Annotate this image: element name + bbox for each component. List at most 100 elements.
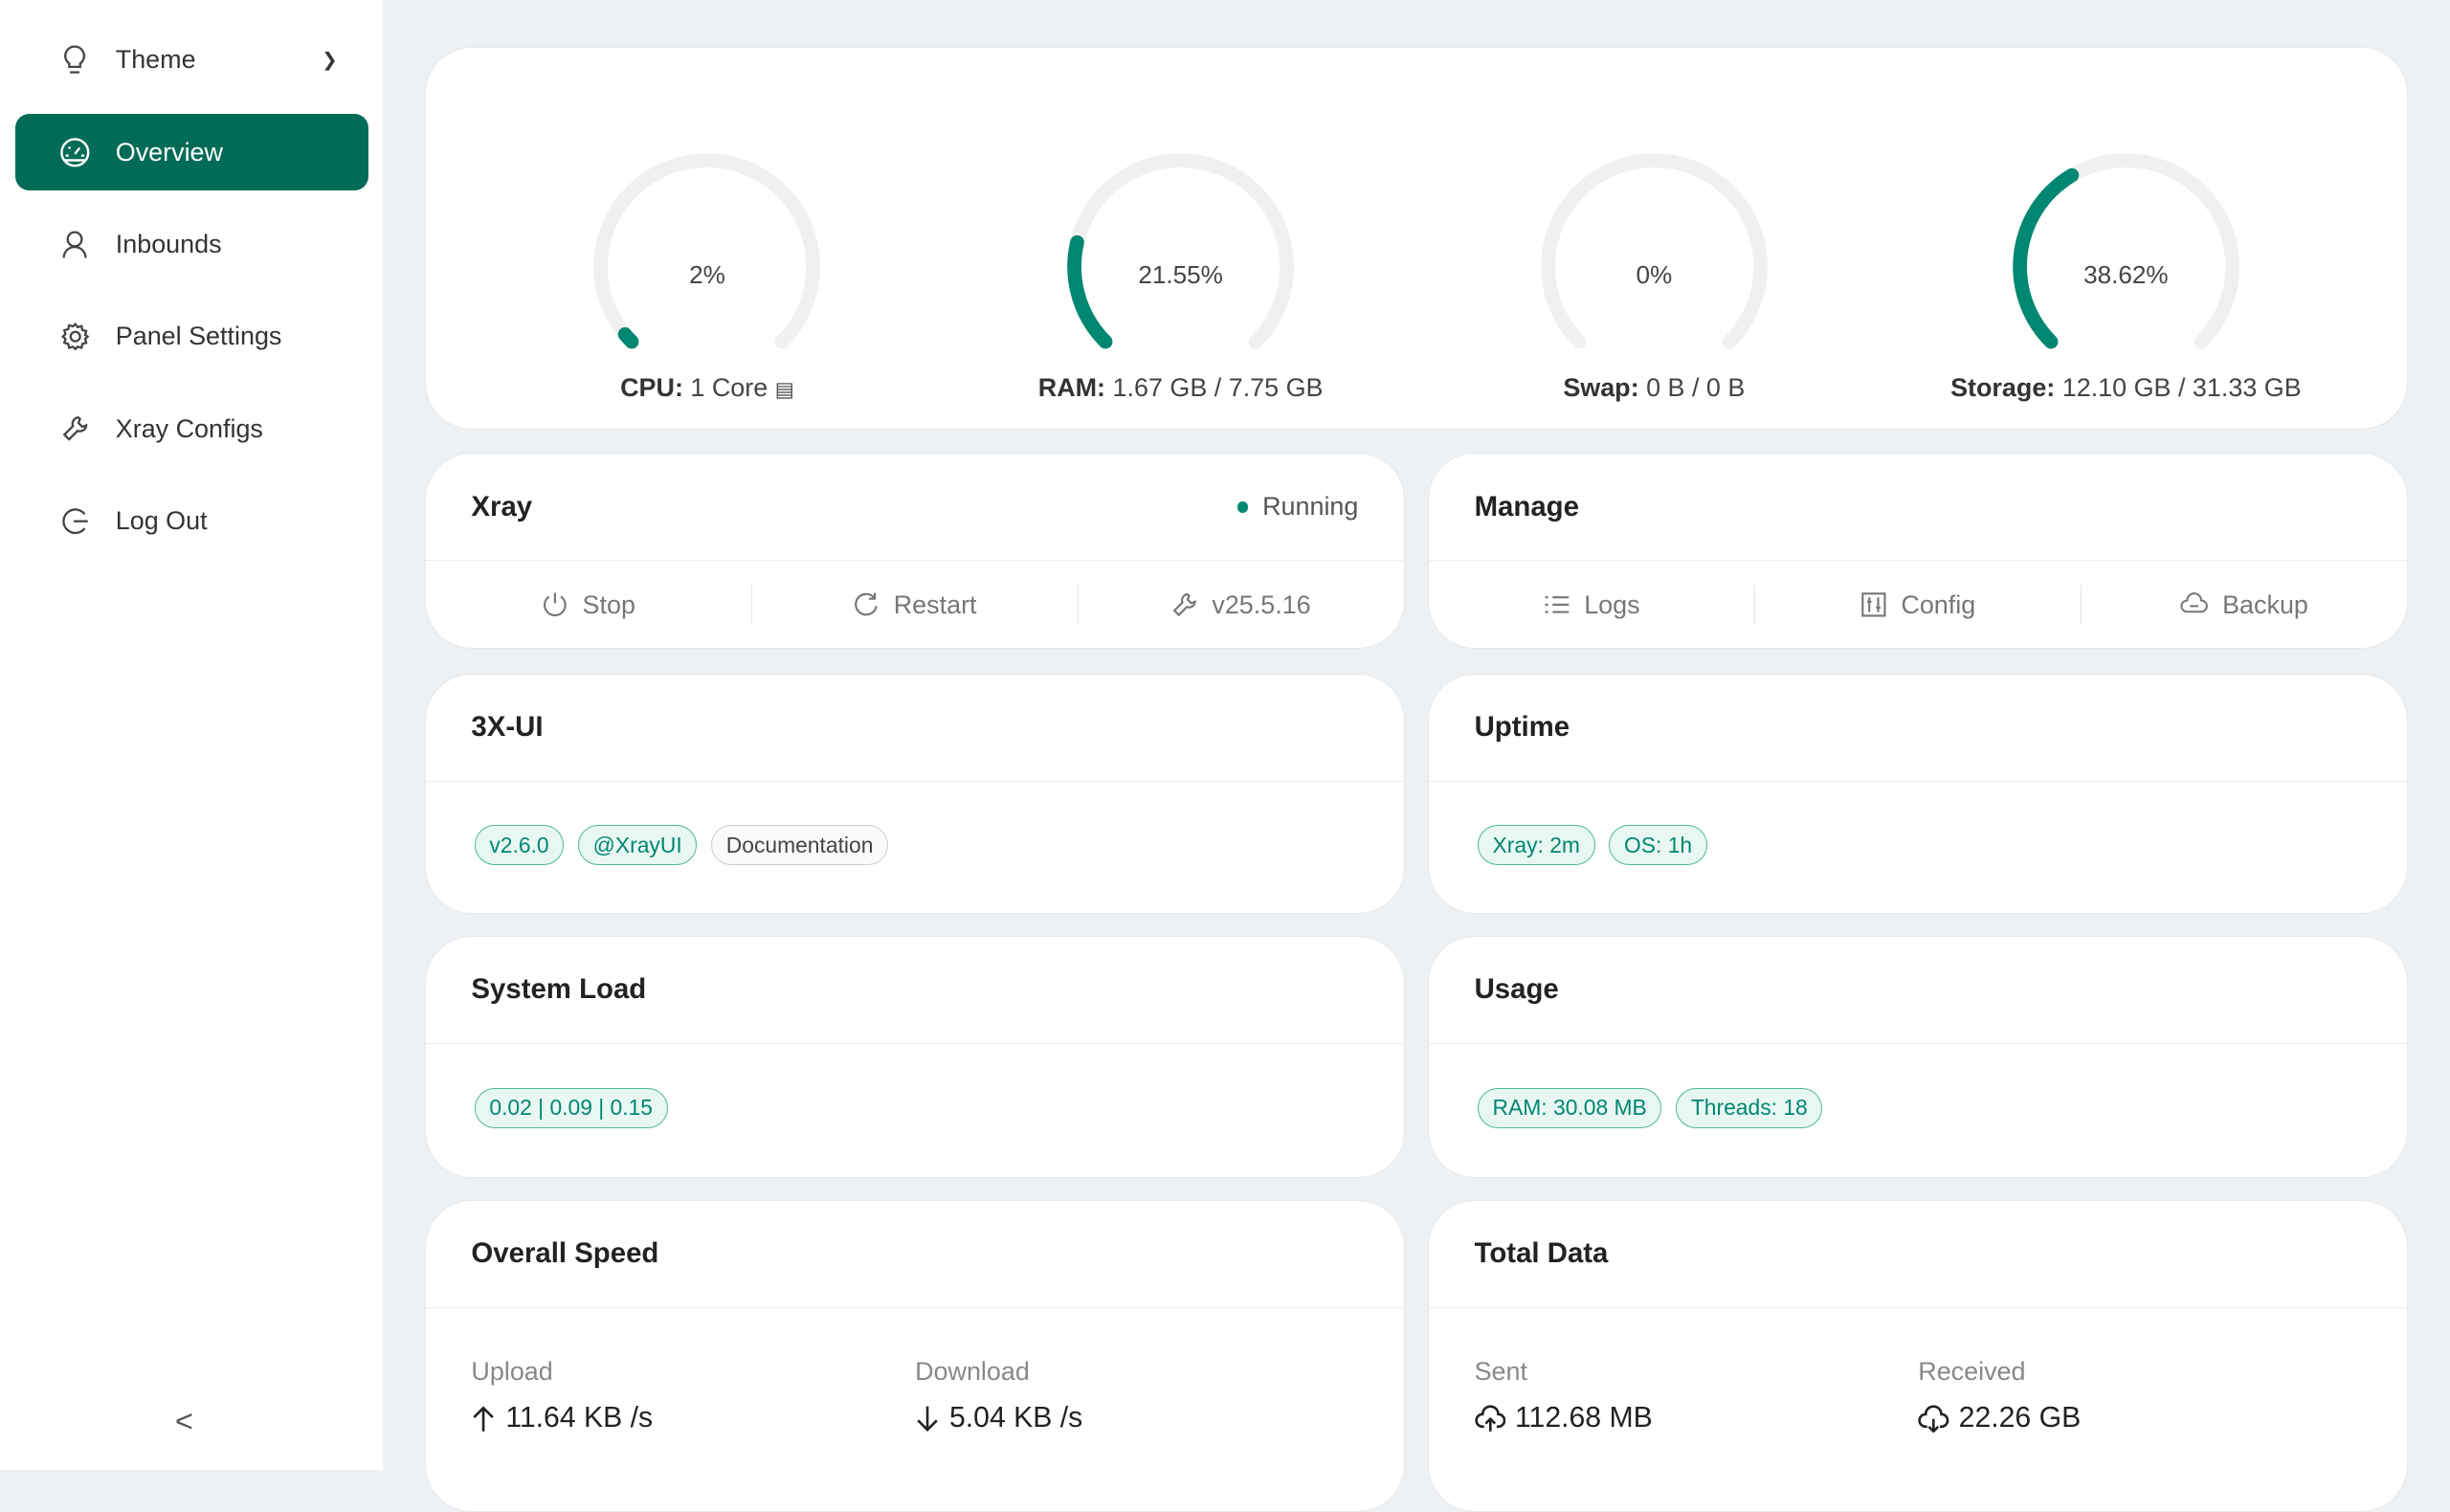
gauge-value: 2% bbox=[689, 260, 725, 289]
ram-usage-tag: RAM: 30.08 MB bbox=[1477, 1087, 1662, 1128]
download-value: 5.04 KB /s bbox=[948, 1402, 1083, 1434]
gauge-detail: 1 Core bbox=[690, 372, 768, 402]
sidebar-item-label: Overview bbox=[115, 137, 223, 167]
card-title: Usage bbox=[1474, 973, 1559, 1006]
panel-info-card: 3X-UI v2.6.0 @XrayUI Documentation bbox=[425, 673, 1405, 915]
gauge-track bbox=[593, 153, 821, 361]
gauge-label: Swap: 0 B / 0 B bbox=[1466, 373, 1841, 403]
gauge-detail: 12.10 GB / 31.33 GB bbox=[2061, 372, 2302, 402]
chevron-down-icon: ❯ bbox=[322, 49, 338, 71]
gauge-ring bbox=[593, 153, 821, 361]
gauge-label: Storage: 12.10 GB / 31.33 GB bbox=[1938, 373, 2313, 403]
gauge-label: RAM: 1.67 GB / 7.75 GB bbox=[993, 373, 1369, 403]
arrow-up-icon bbox=[473, 1406, 495, 1432]
xray-card: Xray Running Stop Restart v25.5.16 bbox=[425, 453, 1405, 649]
dashboard-icon bbox=[59, 137, 91, 168]
sent-value: 112.68 MB bbox=[1515, 1402, 1653, 1434]
cloud-upload-icon bbox=[1474, 1405, 1505, 1432]
stop-button[interactable]: Stop bbox=[426, 584, 752, 626]
gauge-ring bbox=[2013, 153, 2239, 361]
usage-card: Usage RAM: 30.08 MB Threads: 18 bbox=[1428, 935, 2408, 1178]
card-title: Overall Speed bbox=[471, 1237, 659, 1270]
total-data-card: Total Data Sent 112.68 MB Received 22.26… bbox=[1428, 1199, 2408, 1512]
sidebar-item-panel-settings[interactable]: Panel Settings bbox=[15, 299, 368, 375]
gauge-label-key: RAM: bbox=[1037, 372, 1106, 402]
sidebar-item-label: Panel Settings bbox=[115, 322, 282, 351]
gauge: 2% CPU: 1 Core ▤ bbox=[520, 142, 895, 403]
backup-label: Backup bbox=[2222, 589, 2308, 619]
card-title: Total Data bbox=[1474, 1237, 1609, 1270]
sidebar-item-label: Xray Configs bbox=[115, 413, 263, 443]
card-title: Uptime bbox=[1474, 711, 1570, 744]
version-tag[interactable]: v2.6.0 bbox=[474, 825, 565, 866]
gauge-fill bbox=[2013, 153, 2239, 361]
sidebar-item-label: Inbounds bbox=[115, 229, 222, 258]
gauge-fill bbox=[1067, 153, 1294, 361]
gauge-label: CPU: 1 Core ▤ bbox=[520, 373, 895, 403]
upload-value: 11.64 KB /s bbox=[505, 1402, 654, 1434]
tool-icon bbox=[59, 413, 91, 445]
list-icon bbox=[1545, 596, 1569, 613]
os-uptime-tag: OS: 1h bbox=[1609, 825, 1707, 866]
gauge-ring bbox=[1067, 153, 1294, 361]
load-tag: 0.02 | 0.09 | 0.15 bbox=[474, 1087, 668, 1128]
xray-uptime-tag: Xray: 2m bbox=[1477, 825, 1595, 866]
sidebar-item-xray-configs[interactable]: Xray Configs bbox=[15, 390, 368, 467]
user-icon bbox=[59, 229, 91, 260]
sidebar-item-label: Log Out bbox=[115, 505, 208, 535]
gauge-ring bbox=[1540, 153, 1768, 361]
sent-label: Sent bbox=[1474, 1357, 1527, 1387]
upload-label: Upload bbox=[471, 1357, 553, 1387]
xray-version-button[interactable]: v25.5.16 bbox=[1079, 585, 1404, 625]
telegram-tag[interactable]: @XrayUI bbox=[577, 825, 698, 866]
config-label: Config bbox=[1901, 589, 1976, 619]
restart-button[interactable]: Restart bbox=[752, 584, 1079, 626]
gauge-value: 0% bbox=[1636, 260, 1673, 289]
reload-icon bbox=[855, 592, 879, 616]
power-icon bbox=[544, 592, 567, 617]
collapse-sidebar-button[interactable]: < bbox=[174, 1403, 193, 1439]
logs-button[interactable]: Logs bbox=[1429, 584, 1756, 626]
gauge-detail: 0 B / 0 B bbox=[1646, 372, 1746, 402]
sidebar-item-label: Theme bbox=[115, 45, 196, 75]
card-title: System Load bbox=[471, 973, 647, 1006]
gauge-detail: 1.67 GB / 7.75 GB bbox=[1112, 372, 1324, 402]
logout-icon bbox=[59, 505, 91, 537]
gauge-label-key: CPU: bbox=[620, 372, 683, 402]
status-badge: Running bbox=[1236, 492, 1358, 522]
gauge-label-key: Storage: bbox=[1950, 372, 2056, 402]
sidebar: Theme ❯ Overview Inbounds Panel Settings… bbox=[0, 0, 383, 1471]
threads-tag: Threads: 18 bbox=[1676, 1087, 1823, 1128]
documentation-tag[interactable]: Documentation bbox=[711, 825, 889, 866]
logs-label: Logs bbox=[1584, 589, 1640, 619]
gear-icon bbox=[59, 322, 91, 353]
system-load-card: System Load 0.02 | 0.09 | 0.15 bbox=[425, 935, 1405, 1178]
gauge: 0% Swap: 0 B / 0 B bbox=[1466, 142, 1841, 403]
backup-button[interactable]: Backup bbox=[2082, 585, 2407, 625]
system-gauges-card: 2% CPU: 1 Core ▤ 21.55% RAM: 1.67 GB / 7… bbox=[425, 46, 2408, 430]
bulb-icon bbox=[59, 45, 91, 77]
gauge-track bbox=[1540, 153, 1768, 361]
card-title: Manage bbox=[1474, 490, 1579, 523]
config-button[interactable]: Config bbox=[1755, 584, 2082, 626]
gauge: 21.55% RAM: 1.67 GB / 7.75 GB bbox=[993, 142, 1369, 403]
cloud-download-icon bbox=[1918, 1405, 1949, 1434]
gauge-label-key: Swap: bbox=[1563, 372, 1639, 402]
gauge-value: 38.62% bbox=[2083, 260, 2169, 289]
sidebar-item-log-out[interactable]: Log Out bbox=[15, 482, 368, 559]
arrow-down-icon bbox=[917, 1406, 938, 1432]
download-label: Download bbox=[915, 1357, 1030, 1387]
overall-speed-card: Overall Speed Upload 11.64 KB /s Downloa… bbox=[425, 1199, 1405, 1512]
control-icon bbox=[1861, 592, 1886, 617]
version-label: v25.5.16 bbox=[1212, 589, 1311, 619]
cloud-icon bbox=[2180, 592, 2208, 613]
sidebar-item-theme[interactable]: Theme ❯ bbox=[15, 22, 368, 99]
card-title: Xray bbox=[471, 490, 533, 523]
area-chart-icon[interactable]: ▤ bbox=[774, 378, 794, 401]
gauge-value: 21.55% bbox=[1138, 260, 1223, 289]
sidebar-item-inbounds[interactable]: Inbounds bbox=[15, 207, 368, 283]
sidebar-item-overview[interactable]: Overview bbox=[15, 114, 369, 191]
uptime-card: Uptime Xray: 2m OS: 1h bbox=[1428, 673, 2408, 915]
stop-label: Stop bbox=[582, 589, 635, 619]
received-value: 22.26 GB bbox=[1958, 1402, 2082, 1434]
